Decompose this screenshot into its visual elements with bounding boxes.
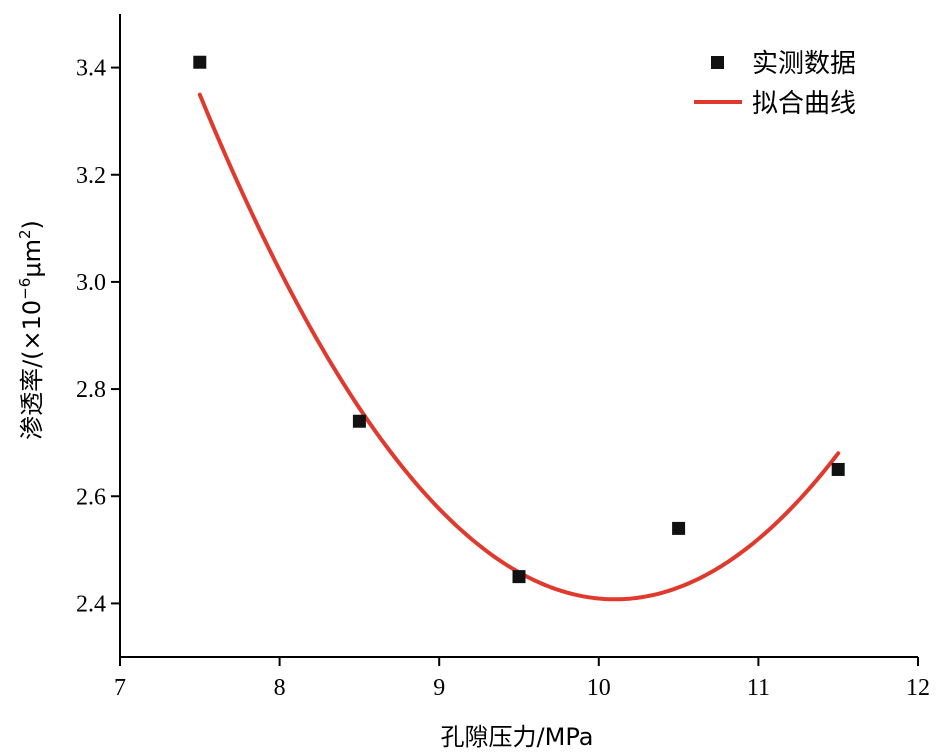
x-tick-label-12: 12 (906, 675, 930, 701)
y-tick-label-3.2: 3.2 (76, 163, 106, 189)
legend-label-measured: 实测数据 (752, 49, 856, 79)
x-tick-label-11: 11 (747, 675, 770, 701)
y-axis-title-exponent: −6 (16, 278, 34, 300)
y-axis-title: 渗透率/(×10−6μm2) (16, 220, 46, 440)
y-axis-title-square: 2 (16, 229, 34, 239)
y-tick-label-2.4: 2.4 (76, 591, 106, 617)
legend: 实测数据 拟合曲线 (694, 49, 856, 119)
y-axis-title-close: ) (18, 220, 46, 229)
y-tick-label-2.6: 2.6 (76, 484, 106, 510)
x-tick-label-8: 8 (274, 675, 286, 701)
data-point-0 (193, 55, 207, 69)
data-point-2 (512, 570, 526, 584)
data-points (193, 55, 845, 584)
fit-curve-line (197, 92, 841, 602)
y-tick-label-2.8: 2.8 (76, 377, 106, 403)
x-tick-label-10: 10 (587, 675, 611, 701)
legend-marker-measured (711, 56, 724, 69)
data-point-3 (672, 521, 686, 535)
x-tick-label-9: 9 (433, 675, 445, 701)
y-axis-title-main: 渗透率/(×10 (18, 300, 46, 440)
data-point-1 (352, 414, 366, 428)
y-tick-label-3.0: 3.0 (76, 270, 106, 296)
x-tick-label-7: 7 (114, 675, 126, 701)
x-axis-title: 孔隙压力/MPa (441, 723, 594, 751)
legend-label-fit: 拟合曲线 (752, 89, 856, 119)
y-ticks: 2.4 2.6 2.8 3.0 3.2 3.4 (76, 56, 120, 617)
x-ticks: 7 8 9 10 11 12 (114, 657, 930, 701)
y-tick-label-3.4: 3.4 (76, 56, 106, 82)
data-point-4 (831, 462, 845, 476)
y-axis-title-unit: μm (18, 239, 46, 278)
